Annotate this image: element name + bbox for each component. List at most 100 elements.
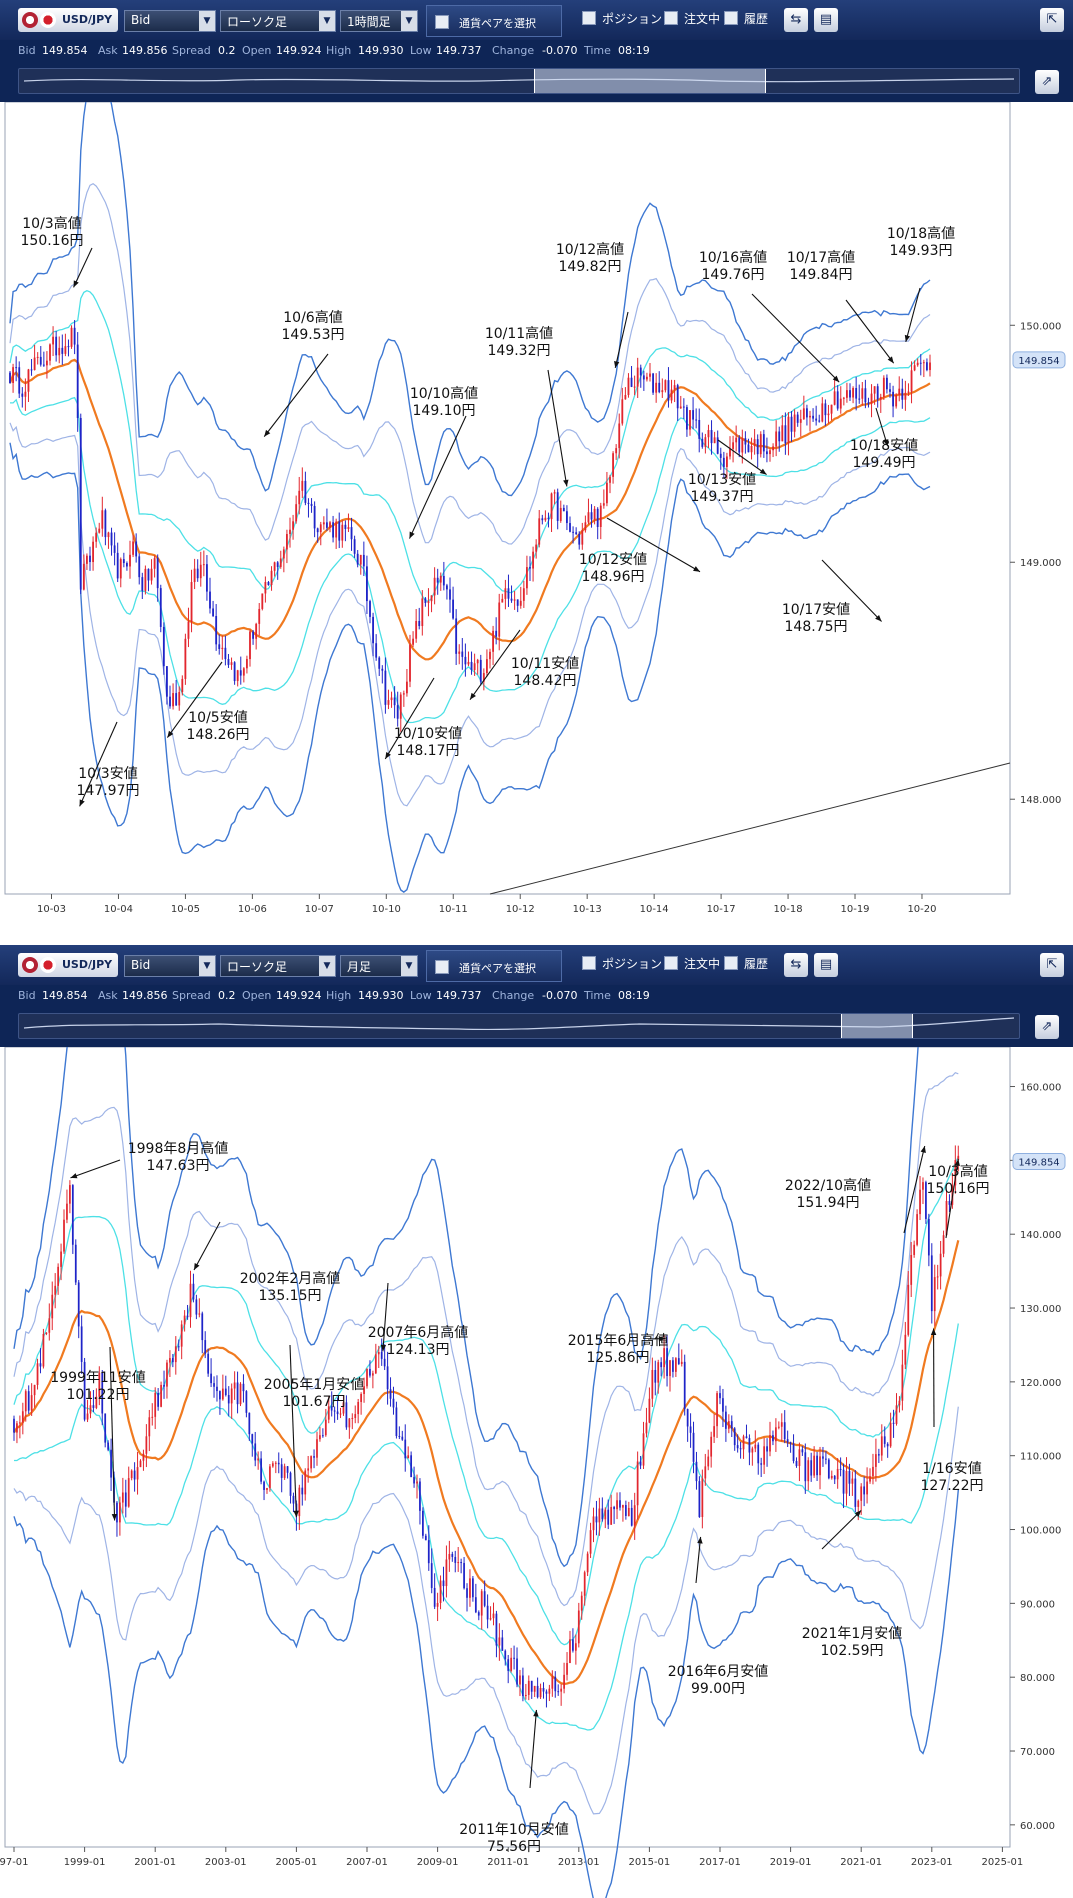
candle-body [722,1398,724,1412]
candle-body [21,393,24,397]
candle-body [261,593,264,609]
candle-body [163,1384,165,1387]
candle-body [257,1458,260,1461]
candle-body [36,1363,39,1385]
change-value: -0.070 [542,44,578,57]
chart-type-select[interactable]: ローソク足 ▼ [220,955,336,977]
change-label: Change [492,989,535,1002]
candle-body [89,555,91,563]
expand-icon[interactable]: ⇗ [1035,1015,1059,1039]
select-pair-button[interactable]: 通貨ペアを選択 [426,5,562,37]
candle-body [380,1351,383,1359]
candle-body [592,1516,595,1531]
currency-pair-button[interactable]: USD/JPY [18,8,118,32]
candle-body [313,1456,315,1458]
orders-toggle[interactable]: 注文中 [664,955,720,972]
annotation-price: 148.17円 [397,743,460,759]
positions-toggle[interactable]: ポジション [582,10,662,27]
spread-label: Spread [172,989,211,1002]
annotation-price: 149.49円 [853,455,916,471]
candle-body [470,661,473,670]
candle-body [19,1422,21,1424]
candle-body [147,568,150,581]
annotation-arrow-line [70,1159,121,1179]
positions-toggle[interactable]: ポジション [582,955,662,972]
candle-body [24,1391,27,1412]
candle-body [310,503,313,506]
current-price-tag [1012,1152,1066,1170]
annotation-arrow-line [382,1282,389,1352]
collapse-icon[interactable]: ⇱ [1040,8,1064,32]
annotation-price: 149.32円 [488,343,551,359]
toolbar: USD/JPY Bid ▼ ローソク足 ▼ 月足 ▼ 通貨ペアを選択 ポジション 注文… [0,945,1073,986]
print-icon[interactable]: ▤ [814,8,838,32]
candle-body [833,391,836,405]
candle-body [329,522,331,528]
candle-body [95,1396,98,1408]
candle-body [545,1691,548,1694]
candle-body [796,414,799,423]
candle-body [316,1439,318,1458]
candle-body [762,434,765,452]
bollinger-band-1sigma-lower [14,1323,959,1731]
expand-icon[interactable]: ⇗ [1035,70,1059,94]
navigator-thumb[interactable] [841,1014,913,1038]
navigator-scrollbar[interactable] [18,1013,1020,1039]
candle-body [507,1659,510,1671]
candle-body [942,1235,945,1254]
candle-body [936,1276,939,1278]
chart-type-select[interactable]: ローソク足 ▼ [220,10,336,32]
timeframe-select[interactable]: 月足 ▼ [340,955,418,977]
candle-body [427,1540,430,1564]
annotation-arrowhead [693,566,700,572]
candle-body [55,336,58,356]
candle-body [824,403,827,416]
candle-body [754,1444,757,1449]
candle-body [622,1505,624,1508]
candle-body [18,367,21,394]
ask-label: Ask [98,989,118,1002]
candle-body [830,404,833,414]
candle-body [372,1373,374,1376]
history-toggle[interactable]: 履歴 [724,10,768,27]
candle-body [566,511,568,524]
chart-settings-icon[interactable]: ⇆ [784,8,808,32]
price-type-select[interactable]: Bid ▼ [124,10,216,32]
chart-settings-icon[interactable]: ⇆ [784,953,808,977]
candle-body [695,419,698,421]
candle-body [116,552,119,579]
y-tick-label: 60.000 [1020,1821,1055,1832]
candle-body [798,1449,801,1467]
candle-body [601,1508,604,1520]
monthly-chart-panel: USD/JPY Bid ▼ ローソク足 ▼ 月足 ▼ 通貨ペアを選択 ポジション 注文… [0,945,1073,1898]
candle-body [430,1563,433,1588]
candle-body [793,414,796,432]
print-icon[interactable]: ▤ [814,953,838,977]
candle-body [122,559,125,564]
candle-body [246,659,248,669]
bollinger-band-3sigma-upper [9,102,931,497]
candle-body [319,524,322,533]
checkbox-icon [724,11,738,25]
x-tick-label: 2005-01 [276,1857,318,1868]
x-tick-label: 2021-01 [840,1857,882,1868]
candle-body [836,391,839,409]
price-type-select[interactable]: Bid ▼ [124,955,216,977]
current-price-label: 149.854 [1018,1157,1059,1168]
candle-body [759,434,762,455]
bid-value: 149.854 [42,989,88,1002]
navigator-scrollbar[interactable] [18,68,1020,94]
candle-body [430,595,433,602]
orders-toggle[interactable]: 注文中 [664,10,720,27]
annotation-arrow-line [751,293,840,383]
currency-pair-button[interactable]: USD/JPY [18,953,118,977]
history-toggle[interactable]: 履歴 [724,955,768,972]
timeframe-select[interactable]: 1時間足 ▼ [340,10,418,32]
candle-body [607,1509,610,1525]
navigator-thumb[interactable] [534,69,766,93]
candle-body [82,563,85,590]
collapse-icon[interactable]: ⇱ [1040,953,1064,977]
candle-body [553,492,556,494]
candle-body [479,659,482,682]
select-pair-button[interactable]: 通貨ペアを選択 [426,950,562,982]
